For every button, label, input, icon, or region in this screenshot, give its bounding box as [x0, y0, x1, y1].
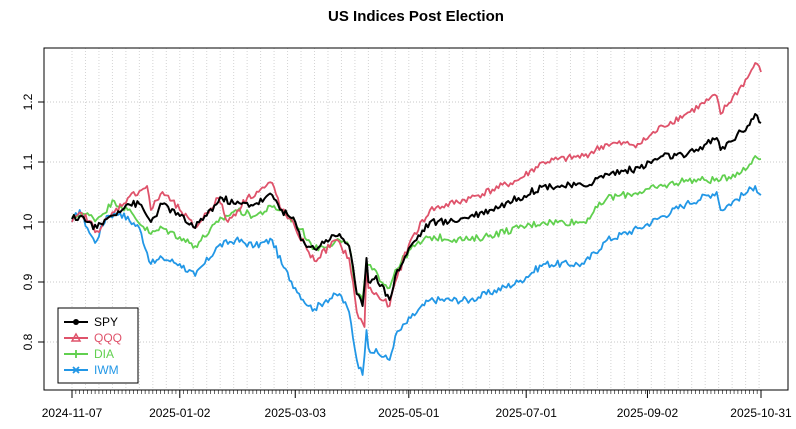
y-tick-label: 1.1 — [21, 153, 35, 170]
legend-marker-spy — [73, 319, 79, 325]
series-line-qqq — [71, 62, 762, 328]
legend: SPY QQQ DIA IWM — [57, 307, 139, 384]
grid-lines — [44, 48, 788, 390]
series-lines — [71, 62, 762, 376]
x-tick-label: 2024-11-07 — [42, 406, 103, 420]
series-line-spy — [71, 113, 762, 307]
plot-frame — [43, 47, 789, 391]
legend-label-spy: SPY — [94, 315, 118, 329]
x-tick-label: 2025-10-31 — [730, 406, 792, 420]
y-tick-label: 1.0 — [21, 213, 35, 230]
x-tick-label: 2025-03-03 — [265, 406, 327, 420]
x-tick-label: 2025-09-02 — [617, 406, 679, 420]
legend-label-qqq: QQQ — [94, 331, 122, 345]
series-line-dia — [71, 155, 762, 301]
x-tick-label: 2025-05-01 — [378, 406, 440, 420]
y-tick-label: 0.8 — [21, 333, 35, 350]
y-tick-label: 0.9 — [21, 273, 35, 290]
series-line-iwm — [71, 185, 762, 376]
x-tick-label: 2025-07-01 — [496, 406, 558, 420]
legend-label-dia: DIA — [94, 347, 114, 361]
chart-title: US Indices Post Election — [328, 8, 504, 25]
legend-marker-iwm — [72, 366, 80, 374]
legend-marker-qqq — [70, 332, 82, 342]
legend-marker-dia — [72, 350, 80, 358]
legend-label-iwm: IWM — [94, 363, 119, 377]
y-tick-label: 1.2 — [21, 93, 35, 110]
x-tick-label: 2025-01-02 — [149, 406, 211, 420]
x-axis: 2024-11-07 2025-01-02 2025-03-03 2025-05-01… — [42, 390, 792, 420]
y-axis: 0.8 0.9 1.0 1.1 1.2 — [21, 93, 44, 350]
